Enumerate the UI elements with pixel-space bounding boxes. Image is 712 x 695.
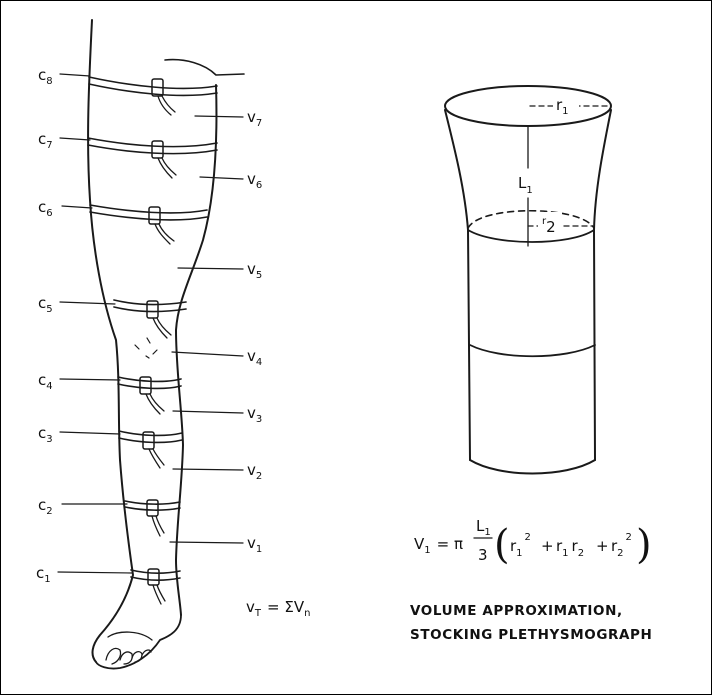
label-c5: c5	[38, 294, 53, 315]
strap-c4	[117, 376, 182, 415]
circumference-labels: c8 c7 c6 c5 c4 c3 c2 c1	[36, 66, 53, 585]
svg-text:+: +	[596, 537, 609, 555]
label-c3: c3	[38, 424, 53, 445]
label-v1: v1	[247, 534, 262, 555]
label-c8: c8	[38, 66, 53, 87]
label-v5: v5	[247, 260, 262, 281]
svg-text:+: +	[541, 537, 554, 555]
strap-c2	[124, 499, 181, 537]
label-c7: c7	[38, 130, 53, 151]
volume-leaders	[169, 115, 244, 544]
leg-drawing	[87, 19, 245, 670]
svg-text:3: 3	[478, 546, 488, 564]
svg-text:(: (	[494, 522, 510, 568]
frustum-drawing	[444, 85, 612, 475]
label-c2: c2	[38, 496, 53, 517]
strap-c3	[118, 430, 183, 469]
label-L1: L1	[518, 174, 533, 196]
label-v4: v4	[247, 347, 262, 368]
strap-c1	[130, 568, 181, 605]
label-c1: c1	[36, 564, 51, 585]
label-c6: c6	[38, 198, 53, 219]
circumference-leaders	[57, 73, 133, 574]
strap-c8	[88, 76, 218, 116]
volume-labels: v7 v6 v5 v4 v3 v2 v1	[247, 108, 262, 555]
svg-text:): )	[636, 522, 652, 568]
leg-straps	[87, 76, 218, 605]
frustum-labels: r1 L1 r2	[518, 92, 579, 238]
strap-c7	[87, 137, 218, 179]
caption-line-2: STOCKING PLETHYSMOGRAPH	[410, 627, 652, 643]
svg-text:V1= π: V1 = π	[414, 535, 463, 556]
label-v3: v3	[247, 404, 262, 425]
strap-c5	[113, 299, 187, 339]
label-v2: v2	[247, 461, 262, 482]
svg-text:r12: r12	[510, 532, 531, 559]
svg-text:r22: r22	[611, 532, 632, 559]
caption-line-1: VOLUME APPROXIMATION,	[410, 603, 623, 619]
label-r2: r2	[542, 216, 556, 236]
volume-formula: V1 = π L1 3 ( r12 + r1 r2 + r22 )	[414, 517, 652, 568]
figure-caption: VOLUME APPROXIMATION, STOCKING PLETHYSMO…	[410, 603, 652, 643]
strap-c6	[89, 204, 208, 245]
label-v6: v6	[247, 170, 262, 191]
total-volume-label: vT = ΣVn	[246, 598, 310, 619]
svg-text:L1: L1	[476, 517, 491, 538]
label-c4: c4	[38, 371, 53, 392]
label-r1: r1	[556, 96, 569, 117]
label-v7: v7	[247, 108, 262, 129]
